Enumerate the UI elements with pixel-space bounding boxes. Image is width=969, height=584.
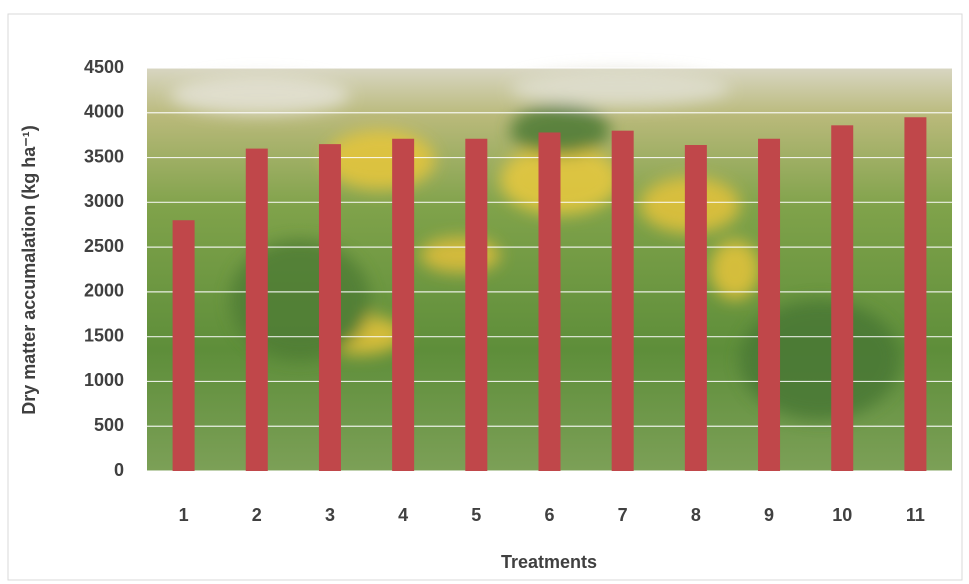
x-tick-label: 2 [252,505,262,525]
x-tick-label: 7 [618,505,628,525]
bar [538,132,561,472]
y-tick-label: 2500 [84,236,124,256]
bar [904,117,927,471]
x-axis-label: Treatments [501,552,597,572]
y-tick-label: 1500 [84,325,124,345]
bar [611,130,634,471]
y-tick-label: 0 [114,460,124,480]
y-tick-label: 3500 [84,146,124,166]
bar [172,220,195,471]
y-tick-label: 500 [94,415,124,435]
bar [831,125,854,471]
x-tick-label: 10 [832,505,852,525]
y-axis-label: Dry matter accumalation (kg ha⁻¹) [19,125,39,415]
x-tick-label: 9 [764,505,774,525]
x-tick-label: 5 [471,505,481,525]
bar [245,148,268,471]
x-tick-label: 1 [179,505,189,525]
y-tick-label: 1000 [84,370,124,390]
y-tick-label: 3000 [84,191,124,211]
x-tick-label: 4 [398,505,408,525]
x-tick-label: 6 [544,505,554,525]
x-tick-label: 8 [691,505,701,525]
bar [758,138,781,471]
chart-frame [7,13,963,581]
bar [318,144,341,471]
y-tick-label: 2000 [84,281,124,301]
x-tick-label: 11 [906,505,925,525]
y-tick-label: 4500 [84,57,124,77]
bar [392,138,415,471]
bar [684,145,707,472]
y-tick-label: 4000 [84,102,124,122]
x-tick-label: 3 [325,505,335,525]
bar [465,138,488,471]
